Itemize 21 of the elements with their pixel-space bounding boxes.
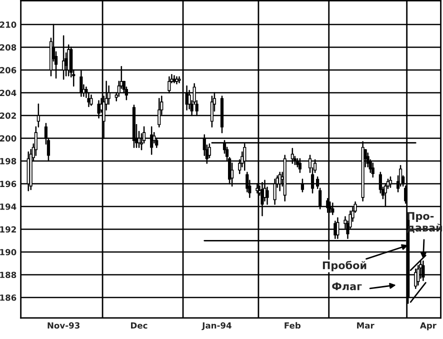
y-tick-label: 190: [0, 249, 16, 256]
y-tick-label: 206: [0, 67, 16, 74]
y-tick-label: 204: [0, 90, 16, 96]
y-tick-label: 196: [0, 180, 16, 188]
y-tick-label: 188: [0, 272, 16, 278]
y-tick-label: 198: [0, 158, 16, 164]
annotation: Пробой: [322, 260, 366, 272]
x-tick-label: Dec: [131, 322, 148, 329]
annotation: Флаг: [332, 282, 362, 290]
x-tick-label: Apr: [420, 322, 436, 330]
x-tick-label: Jan-94: [202, 322, 232, 330]
x-tick-label: Nov-93: [48, 322, 80, 329]
y-tick-label: 192: [0, 226, 16, 233]
y-tick-label: 208: [0, 44, 16, 51]
x-tick-label: Mar: [357, 322, 374, 329]
y-tick-label: 202: [0, 112, 16, 119]
y-tick-label: 194: [0, 204, 16, 210]
y-tick-label: 210: [0, 22, 16, 28]
y-tick-label: 200: [0, 135, 16, 142]
y-tick-label: 186: [0, 294, 16, 301]
x-tick-label: Feb: [284, 322, 301, 329]
